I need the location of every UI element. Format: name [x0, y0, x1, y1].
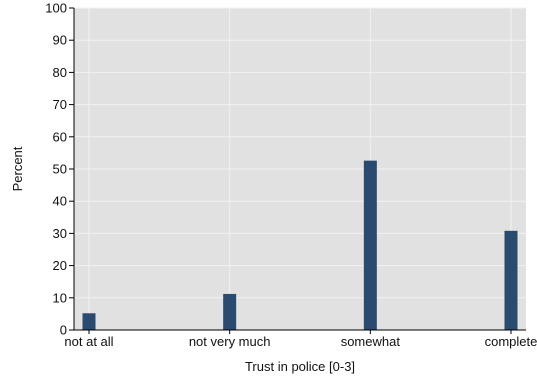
y-tick-label: 80 — [53, 65, 67, 80]
bar — [82, 313, 96, 330]
y-tick-label: 30 — [53, 226, 67, 241]
y-tick-label: 0 — [60, 323, 67, 338]
y-tick-label: 90 — [53, 33, 67, 48]
bars — [82, 160, 518, 330]
y-tick-label: 70 — [53, 97, 67, 112]
x-tick-label: somewhat — [341, 334, 401, 349]
y-tick-label: 40 — [53, 194, 67, 209]
bar — [223, 293, 237, 330]
y-tick-label: 20 — [53, 258, 67, 273]
y-tick-label: 10 — [53, 290, 67, 305]
y-tick-label: 50 — [53, 162, 67, 177]
bar — [363, 160, 377, 330]
x-axis-title: Trust in police [0-3] — [245, 359, 355, 374]
x-tick-labels: not at all not very much somewhat complete — [64, 330, 537, 349]
y-tick-label: 100 — [45, 1, 67, 16]
x-tick-label: complete — [485, 334, 537, 349]
y-tick-label: 60 — [53, 129, 67, 144]
y-tick-labels: 0 10 20 30 40 50 60 70 80 90 100 — [45, 1, 74, 338]
x-tick-label: not at all — [64, 334, 113, 349]
grid-lines — [74, 7, 526, 330]
x-tick-label: not very much — [189, 334, 271, 349]
bar — [504, 230, 518, 330]
y-axis-title: Percent — [10, 146, 25, 191]
